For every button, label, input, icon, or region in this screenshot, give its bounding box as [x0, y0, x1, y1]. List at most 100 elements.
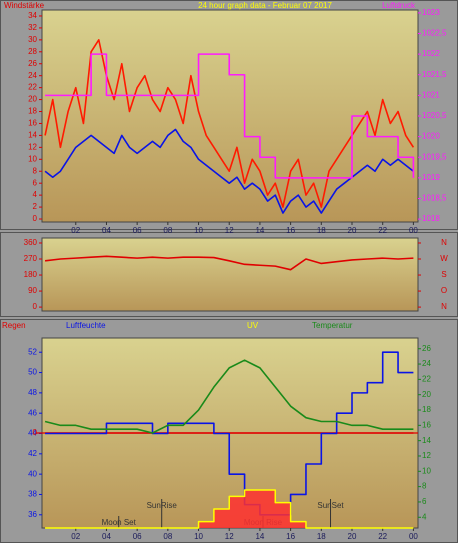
tick-label: 0 — [33, 428, 38, 437]
x-tick-label: 14 — [255, 532, 264, 541]
tick-label: 32 — [28, 23, 37, 32]
tick-label: 270 — [24, 254, 38, 263]
series-line — [45, 489, 414, 529]
tick-label: 1020,5 — [422, 111, 447, 120]
y2-axis-label: Luftdruck — [382, 1, 416, 10]
tick-label: 14 — [422, 436, 431, 445]
tick-label: 14 — [28, 131, 37, 140]
tick-label: 20 — [422, 390, 431, 399]
tick-label: 42 — [28, 449, 37, 458]
tick-label: 90 — [28, 286, 37, 295]
tick-label: 38 — [28, 490, 37, 499]
tick-label: 10 — [28, 154, 37, 163]
tick-label: O — [441, 286, 447, 295]
series-line — [45, 53, 415, 179]
series-line — [44, 359, 414, 434]
x-tick-label: 04 — [102, 226, 111, 235]
tick-label: 6 — [33, 178, 38, 187]
x-tick-label: 18 — [317, 532, 326, 541]
x-tick-label: 14 — [255, 226, 264, 235]
tick-label: 1020 — [422, 132, 440, 141]
tick-label: 1018 — [422, 214, 440, 223]
tick-label: 26 — [422, 344, 431, 353]
x-tick-label: 08 — [163, 532, 172, 541]
tick-label: 28 — [28, 47, 37, 56]
tick-label: 0 — [33, 302, 38, 311]
tick-label: 180 — [24, 270, 38, 279]
annotation: Moon Set — [102, 518, 137, 527]
tick-label: 360 — [24, 238, 38, 247]
x-tick-label: 02 — [71, 226, 80, 235]
tick-label: 46 — [28, 408, 37, 417]
x-tick-label: 00 — [409, 226, 418, 235]
legend-label: Temperatur — [312, 321, 353, 330]
tick-label: 24 — [422, 359, 431, 368]
tick-label: 22 — [422, 374, 431, 383]
tick-label: 26 — [28, 59, 37, 68]
legend-label: Regen — [2, 321, 26, 330]
x-tick-label: 08 — [163, 226, 172, 235]
tick-label: 1021 — [422, 90, 440, 99]
x-tick-label: 22 — [378, 226, 387, 235]
tick-label: 16 — [422, 420, 431, 429]
annotation: SunRise — [147, 501, 178, 510]
tick-label: 18 — [28, 107, 37, 116]
tick-label: 0 — [33, 214, 38, 223]
chart-title: 24 hour graph data - Februar 07 2017 — [198, 1, 332, 10]
legend-label: Luftfeuchte — [66, 321, 106, 330]
x-tick-label: 10 — [194, 226, 203, 235]
tick-label: 1019 — [422, 173, 440, 182]
tick-label: 18 — [422, 405, 431, 414]
tick-label: 1022,5 — [422, 29, 447, 38]
plot-area — [41, 237, 419, 312]
tick-label: 8 — [422, 482, 427, 491]
tick-label: 36 — [28, 510, 37, 519]
tick-label: 12 — [28, 142, 37, 151]
tick-label: S — [441, 270, 446, 279]
x-tick-label: 22 — [378, 532, 387, 541]
tick-label: 1023 — [422, 8, 440, 17]
y-axis-label: Windstärke — [4, 1, 45, 10]
tick-label: 4 — [422, 512, 427, 521]
x-tick-label: 20 — [348, 226, 357, 235]
tick-label: 1018,5 — [422, 194, 447, 203]
tick-label: 30 — [28, 35, 37, 44]
tick-label: 16 — [28, 119, 37, 128]
tick-label: 20 — [28, 95, 37, 104]
x-tick-label: 06 — [133, 226, 142, 235]
tick-label: 44 — [28, 429, 37, 438]
x-tick-label: 00 — [409, 532, 418, 541]
x-tick-label: 04 — [102, 532, 111, 541]
tick-label: 1021,5 — [422, 70, 447, 79]
x-tick-label: 16 — [286, 226, 295, 235]
tick-label: 1022 — [422, 49, 440, 58]
tick-label: 22 — [28, 83, 37, 92]
tick-label: 52 — [28, 347, 37, 356]
tick-label: 24 — [28, 71, 37, 80]
tick-label: 10 — [422, 466, 431, 475]
x-tick-label: 10 — [194, 532, 203, 541]
x-tick-label: 12 — [225, 226, 234, 235]
tick-label: 50 — [28, 368, 37, 377]
tick-label: 4 — [33, 190, 38, 199]
legend-label: UV — [247, 321, 259, 330]
series-line — [44, 255, 414, 271]
tick-label: 48 — [28, 388, 37, 397]
tick-label: W — [440, 254, 448, 263]
tick-label: 1019,5 — [422, 152, 447, 161]
tick-label: 34 — [28, 11, 37, 20]
x-tick-label: 02 — [71, 532, 80, 541]
x-tick-label: 16 — [286, 532, 295, 541]
x-tick-label: 06 — [133, 532, 142, 541]
tick-label: 6 — [422, 497, 427, 506]
tick-label: N — [441, 302, 447, 311]
tick-label: 40 — [28, 469, 37, 478]
tick-label: 8 — [33, 166, 38, 175]
tick-label: 2 — [33, 202, 38, 211]
annotation: SunSet — [317, 501, 344, 510]
tick-label: 12 — [422, 451, 431, 460]
x-tick-label: 20 — [348, 532, 357, 541]
tick-label: N — [441, 238, 447, 247]
